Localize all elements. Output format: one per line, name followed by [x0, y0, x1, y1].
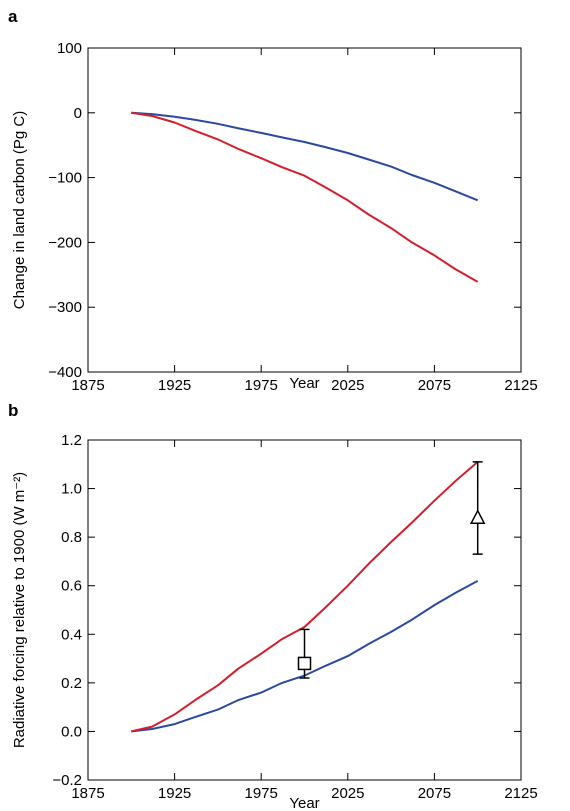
panel-b-marker-0-square: [297, 656, 312, 671]
panel-a-ytick-label-2: −200: [48, 234, 82, 251]
panel-b-ytick-label-2: 0.2: [61, 675, 82, 692]
panel-a-x-axis-label: Year: [289, 375, 319, 392]
panel-a-series-line-0: [131, 111, 479, 202]
panel-b-ytick-label-5: 0.8: [61, 529, 82, 546]
panel-b-ytick-label-7: 1.2: [61, 432, 82, 449]
panel-b-xtick-label-3: 2025: [331, 785, 364, 802]
panel-a-xtick-label-3: 2025: [331, 377, 364, 394]
panel-b-xtick-label-0: 1875: [71, 785, 104, 802]
panel-b-xtick-label-1: 1925: [158, 785, 191, 802]
panel-a-xtick-label-5: 2125: [504, 377, 537, 394]
panel-b-ytick-label-0: −0.2: [52, 772, 82, 789]
panel-a-ytick-label-5: 100: [57, 40, 82, 57]
panel-b-xtick-label-2: 1975: [245, 785, 278, 802]
panel-b-y-axis-label: Radiative forcing relative to 1900 (W m⁻…: [11, 472, 28, 748]
panel-b-ytick-label-6: 1.0: [61, 481, 82, 498]
panel-a-xtick-label-1: 1925: [158, 377, 191, 394]
panel-b-xtick-label-4: 2075: [418, 785, 451, 802]
panel-a-letter: a: [8, 7, 18, 26]
panel-a-series-line-1: [131, 111, 479, 283]
panel-a-ytick-label-3: −100: [48, 170, 82, 187]
panel-b-series-line-1: [131, 461, 479, 733]
panel-b-ytick-label-4: 0.6: [61, 578, 82, 595]
panel-a-ytick-label-4: 0: [74, 105, 82, 122]
panel-b-chart: b 1875 1925 1975 2025 2075 2125 −0.2 0.0 0.2 0.4 0.…: [8, 401, 538, 811]
panel-a-xtick-label-0: 1875: [71, 377, 104, 394]
panel-b-xtick-label-5: 2125: [504, 785, 537, 802]
panel-a-ytick-label-0: −400: [48, 364, 82, 381]
panel-b-x-axis-label: Year: [289, 795, 319, 811]
panel-b-plot-frame: [87, 439, 522, 781]
panel-b-ytick-label-3: 0.4: [61, 626, 82, 643]
panel-a-chart: a 1875 1925 1975 2025 2075 2125 −400 −300 −200 −10…: [8, 7, 538, 394]
panel-a-xtick-label-2: 1975: [245, 377, 278, 394]
panel-a-xtick-label-4: 2075: [418, 377, 451, 394]
panel-a-plot-frame: [87, 47, 522, 373]
panel-b-letter: b: [8, 401, 18, 420]
panel-a-ytick-label-1: −300: [48, 299, 82, 316]
panel-a-y-axis-label: Change in land carbon (Pg C): [11, 111, 28, 309]
panel-b-marker-1-triangle: [469, 509, 486, 524]
panel-b-ytick-label-1: 0.0: [61, 723, 82, 740]
